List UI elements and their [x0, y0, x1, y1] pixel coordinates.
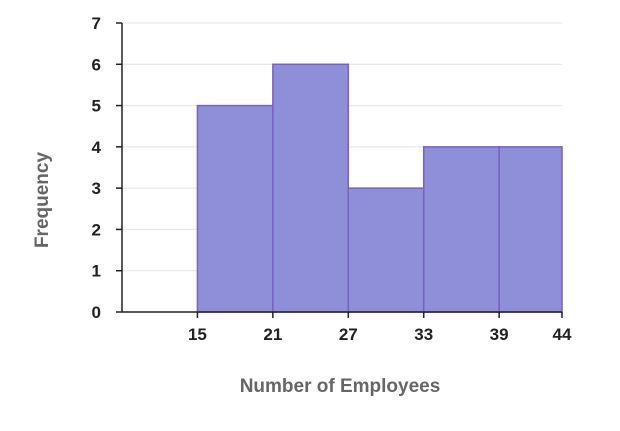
y-tick-label-1: 1 — [92, 262, 101, 281]
x-axis-title: Number of Employees — [240, 376, 441, 397]
y-tick-label-0: 0 — [92, 303, 101, 322]
x-tick-label-33: 33 — [414, 325, 433, 344]
y-tick-label-4: 4 — [92, 138, 102, 157]
y-tick-label-6: 6 — [92, 55, 101, 74]
x-tick-label-27: 27 — [339, 325, 358, 344]
tick-labels: 0 1 2 3 4 5 6 7 15 21 27 33 39 44 — [92, 14, 572, 344]
y-tick-label-5: 5 — [92, 97, 101, 116]
x-tick-label-44: 44 — [553, 325, 572, 344]
x-tick-label-39: 39 — [490, 325, 509, 344]
y-axis-title: Frequency — [32, 152, 53, 249]
x-tick-label-21: 21 — [263, 325, 282, 344]
y-tick-label-3: 3 — [92, 179, 101, 198]
histogram-bar-5 — [498, 146, 563, 313]
histogram-bar-2 — [272, 63, 350, 313]
histogram-bar-3 — [347, 187, 425, 313]
x-tick-label-15: 15 — [188, 325, 207, 344]
bars — [196, 63, 563, 313]
y-tick-label-2: 2 — [92, 220, 101, 239]
histogram-bar-4 — [422, 146, 500, 313]
histogram-bar-1 — [196, 104, 274, 313]
y-tick-label-7: 7 — [92, 14, 101, 33]
axes — [116, 22, 563, 318]
